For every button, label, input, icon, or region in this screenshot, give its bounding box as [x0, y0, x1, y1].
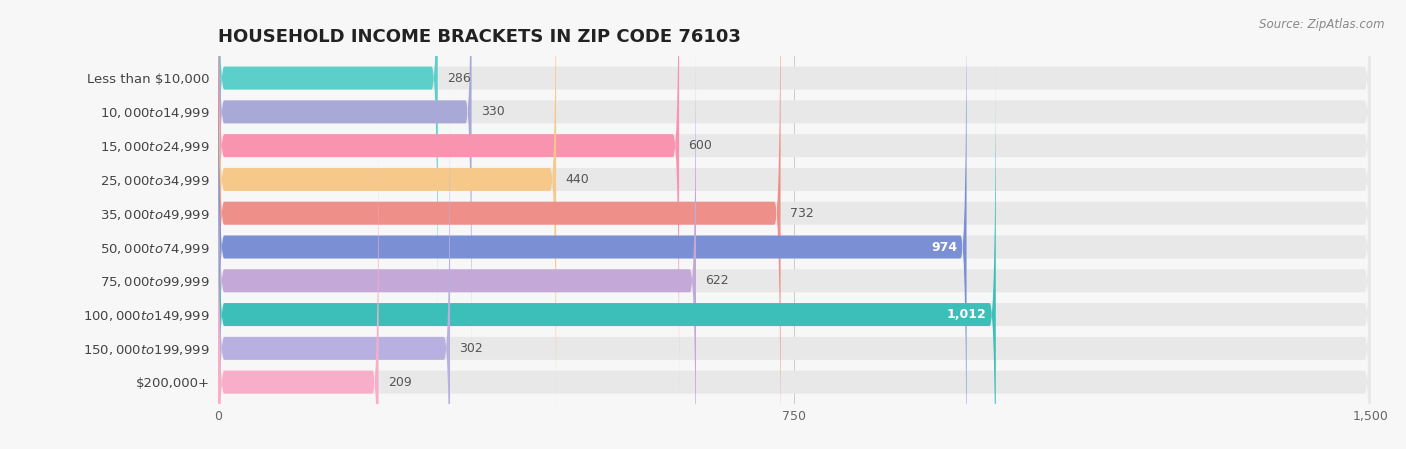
Text: 286: 286: [447, 71, 471, 84]
FancyBboxPatch shape: [218, 56, 995, 449]
FancyBboxPatch shape: [218, 0, 437, 337]
FancyBboxPatch shape: [218, 56, 1371, 449]
Text: 330: 330: [481, 106, 505, 119]
Text: 600: 600: [689, 139, 713, 152]
FancyBboxPatch shape: [218, 0, 1371, 449]
FancyBboxPatch shape: [218, 0, 780, 449]
Text: 974: 974: [931, 241, 957, 254]
Text: 732: 732: [790, 207, 814, 220]
FancyBboxPatch shape: [218, 0, 1371, 371]
FancyBboxPatch shape: [218, 89, 1371, 449]
Text: 209: 209: [388, 376, 412, 389]
FancyBboxPatch shape: [218, 0, 557, 438]
Text: Source: ZipAtlas.com: Source: ZipAtlas.com: [1260, 18, 1385, 31]
FancyBboxPatch shape: [218, 123, 378, 449]
Text: 622: 622: [706, 274, 728, 287]
Text: 440: 440: [565, 173, 589, 186]
FancyBboxPatch shape: [218, 0, 1371, 449]
FancyBboxPatch shape: [218, 0, 1371, 438]
FancyBboxPatch shape: [218, 0, 471, 371]
FancyBboxPatch shape: [218, 22, 696, 449]
FancyBboxPatch shape: [218, 0, 1371, 405]
FancyBboxPatch shape: [218, 0, 679, 405]
FancyBboxPatch shape: [218, 0, 1371, 337]
FancyBboxPatch shape: [218, 22, 1371, 449]
FancyBboxPatch shape: [218, 123, 1371, 449]
Text: HOUSEHOLD INCOME BRACKETS IN ZIP CODE 76103: HOUSEHOLD INCOME BRACKETS IN ZIP CODE 76…: [218, 28, 741, 46]
FancyBboxPatch shape: [218, 89, 450, 449]
Text: 1,012: 1,012: [946, 308, 987, 321]
FancyBboxPatch shape: [218, 0, 966, 449]
Text: 302: 302: [460, 342, 484, 355]
